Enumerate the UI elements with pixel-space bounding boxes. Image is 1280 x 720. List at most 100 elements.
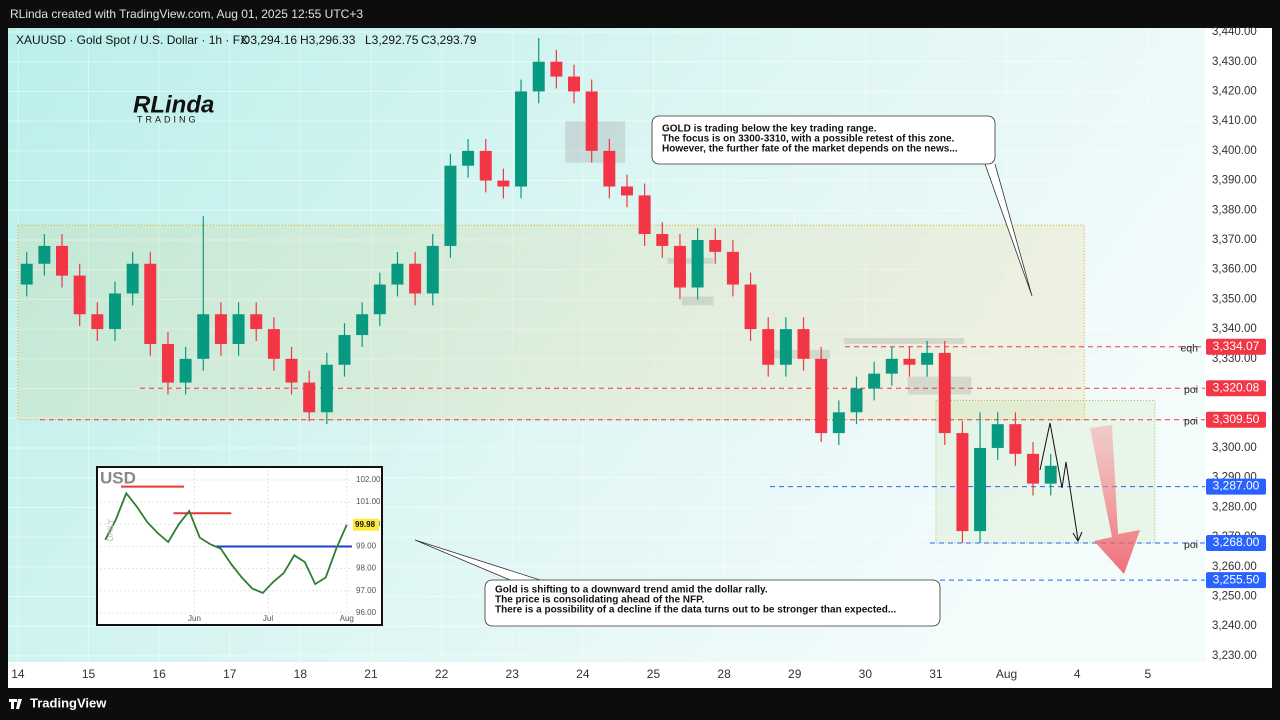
ohlc-value: H3,296.33 (300, 33, 356, 47)
inset-y-label: 102.00 (356, 475, 381, 484)
y-tick-label: 3,250.00 (1212, 591, 1257, 603)
level-badge (1206, 380, 1266, 397)
x-tick-label: 15 (82, 667, 96, 681)
x-tick-label: 4 (1074, 667, 1081, 681)
logo-name: RLinda (133, 91, 214, 118)
y-tick-label: 3,400.00 (1212, 145, 1257, 157)
ohlc-value: C3,293.79 (421, 33, 477, 47)
candle-body (38, 245, 51, 264)
projection-path (1039, 422, 1079, 541)
level-name: poi (1184, 384, 1198, 396)
candle-body (179, 358, 192, 383)
candle-body (1009, 424, 1022, 454)
candle-body (1027, 453, 1040, 484)
x-tick-label: 18 (294, 667, 308, 681)
ohlc-value: O3,294.16 (241, 33, 297, 47)
inset-y-label: 101.00 (356, 497, 381, 506)
candle-body (444, 165, 457, 246)
y-tick-label: 3,440.00 (1212, 26, 1257, 38)
candle-body (815, 358, 828, 434)
inset-y-label: 96.00 (356, 608, 377, 617)
candle-body (144, 263, 157, 344)
candle-body (585, 91, 598, 151)
callout-box (484, 579, 941, 627)
zone (667, 257, 714, 264)
candle-body (550, 61, 563, 77)
candle-body (532, 61, 545, 92)
brand-icon (9, 699, 22, 709)
level-price: 3,287.00 (1213, 479, 1260, 493)
y-tick-label: 3,350.00 (1212, 293, 1257, 305)
projection-head (1072, 531, 1083, 543)
main-chart: 3,230.003,240.003,250.003,260.003,270.00… (8, 26, 1266, 681)
candle-body (956, 433, 969, 532)
chart-title: XAUUSD · Gold Spot / U.S. Dollar · 1h · … (16, 33, 248, 47)
candle-body (338, 335, 351, 365)
candle-body (991, 424, 1004, 448)
zone (844, 338, 965, 344)
callout-text: However, the further fate of the market … (662, 144, 958, 155)
candle-body (497, 180, 510, 187)
candle-body (320, 364, 333, 413)
candle-body (726, 251, 739, 285)
x-tick-label: 5 (1144, 667, 1151, 681)
zone (17, 224, 1085, 421)
y-tick-label: 3,380.00 (1212, 204, 1257, 216)
y-tick-label: 3,230.00 (1212, 650, 1257, 662)
usd-badge (353, 518, 379, 531)
y-tick-label: 3,280.00 (1212, 501, 1257, 513)
y-tick-label: 3,330.00 (1212, 353, 1257, 365)
level-name: eqh (1180, 343, 1198, 355)
candle-body (709, 239, 722, 252)
level-badge (1206, 411, 1266, 428)
time-axis (8, 662, 1272, 688)
inset-y-label: 99.00 (356, 542, 377, 551)
x-tick-label: 28 (717, 667, 731, 681)
candle-body (197, 314, 210, 359)
y-tick-label: 3,240.00 (1212, 620, 1257, 632)
candle-body (373, 284, 386, 315)
inset-y-label: 98.00 (356, 564, 377, 573)
candle-body (1044, 465, 1057, 484)
x-tick-label: 21 (364, 667, 378, 681)
callout-text: The focus is on 3300-3310, with a possib… (662, 134, 955, 145)
y-tick-label: 3,390.00 (1212, 175, 1257, 187)
inset-x-label: Jul (263, 614, 273, 623)
x-tick-label: 31 (929, 667, 943, 681)
candle-body (656, 234, 669, 246)
inset-axis-label: DAILY (106, 518, 115, 541)
y-tick-label: 3,260.00 (1212, 561, 1257, 573)
callout-text: There is a possibility of a decline if t… (495, 605, 896, 616)
callout-tail (984, 163, 1033, 297)
candle-body (462, 150, 475, 166)
candle-body (515, 91, 528, 187)
inset-title: USD (100, 468, 136, 487)
inset-x-label: Aug (340, 614, 354, 623)
level-badge (1206, 338, 1266, 355)
inset-x-label: Jun (188, 614, 201, 623)
candle-body (850, 388, 863, 413)
logo-tagline: TRADING (137, 114, 199, 124)
candle-body (56, 245, 69, 276)
candle-body (479, 150, 492, 181)
candle-body (232, 314, 245, 344)
x-tick-label: 29 (788, 667, 802, 681)
candle-body (832, 412, 845, 434)
x-tick-label: 22 (435, 667, 449, 681)
x-tick-label: 25 (647, 667, 661, 681)
candle-body (762, 329, 775, 365)
zone (681, 296, 714, 306)
x-tick-label: Aug (996, 667, 1017, 681)
y-tick-label: 3,340.00 (1212, 323, 1257, 335)
level-badge (1206, 535, 1266, 552)
candle-body (744, 284, 757, 330)
level-name: poi (1184, 416, 1198, 428)
callout-text: GOLD is trading below the key trading ra… (662, 124, 877, 135)
candle-body (356, 314, 369, 336)
candle-body (391, 263, 404, 285)
level-badge (1206, 478, 1266, 495)
candle-body (638, 195, 651, 235)
candle-body (921, 352, 934, 365)
